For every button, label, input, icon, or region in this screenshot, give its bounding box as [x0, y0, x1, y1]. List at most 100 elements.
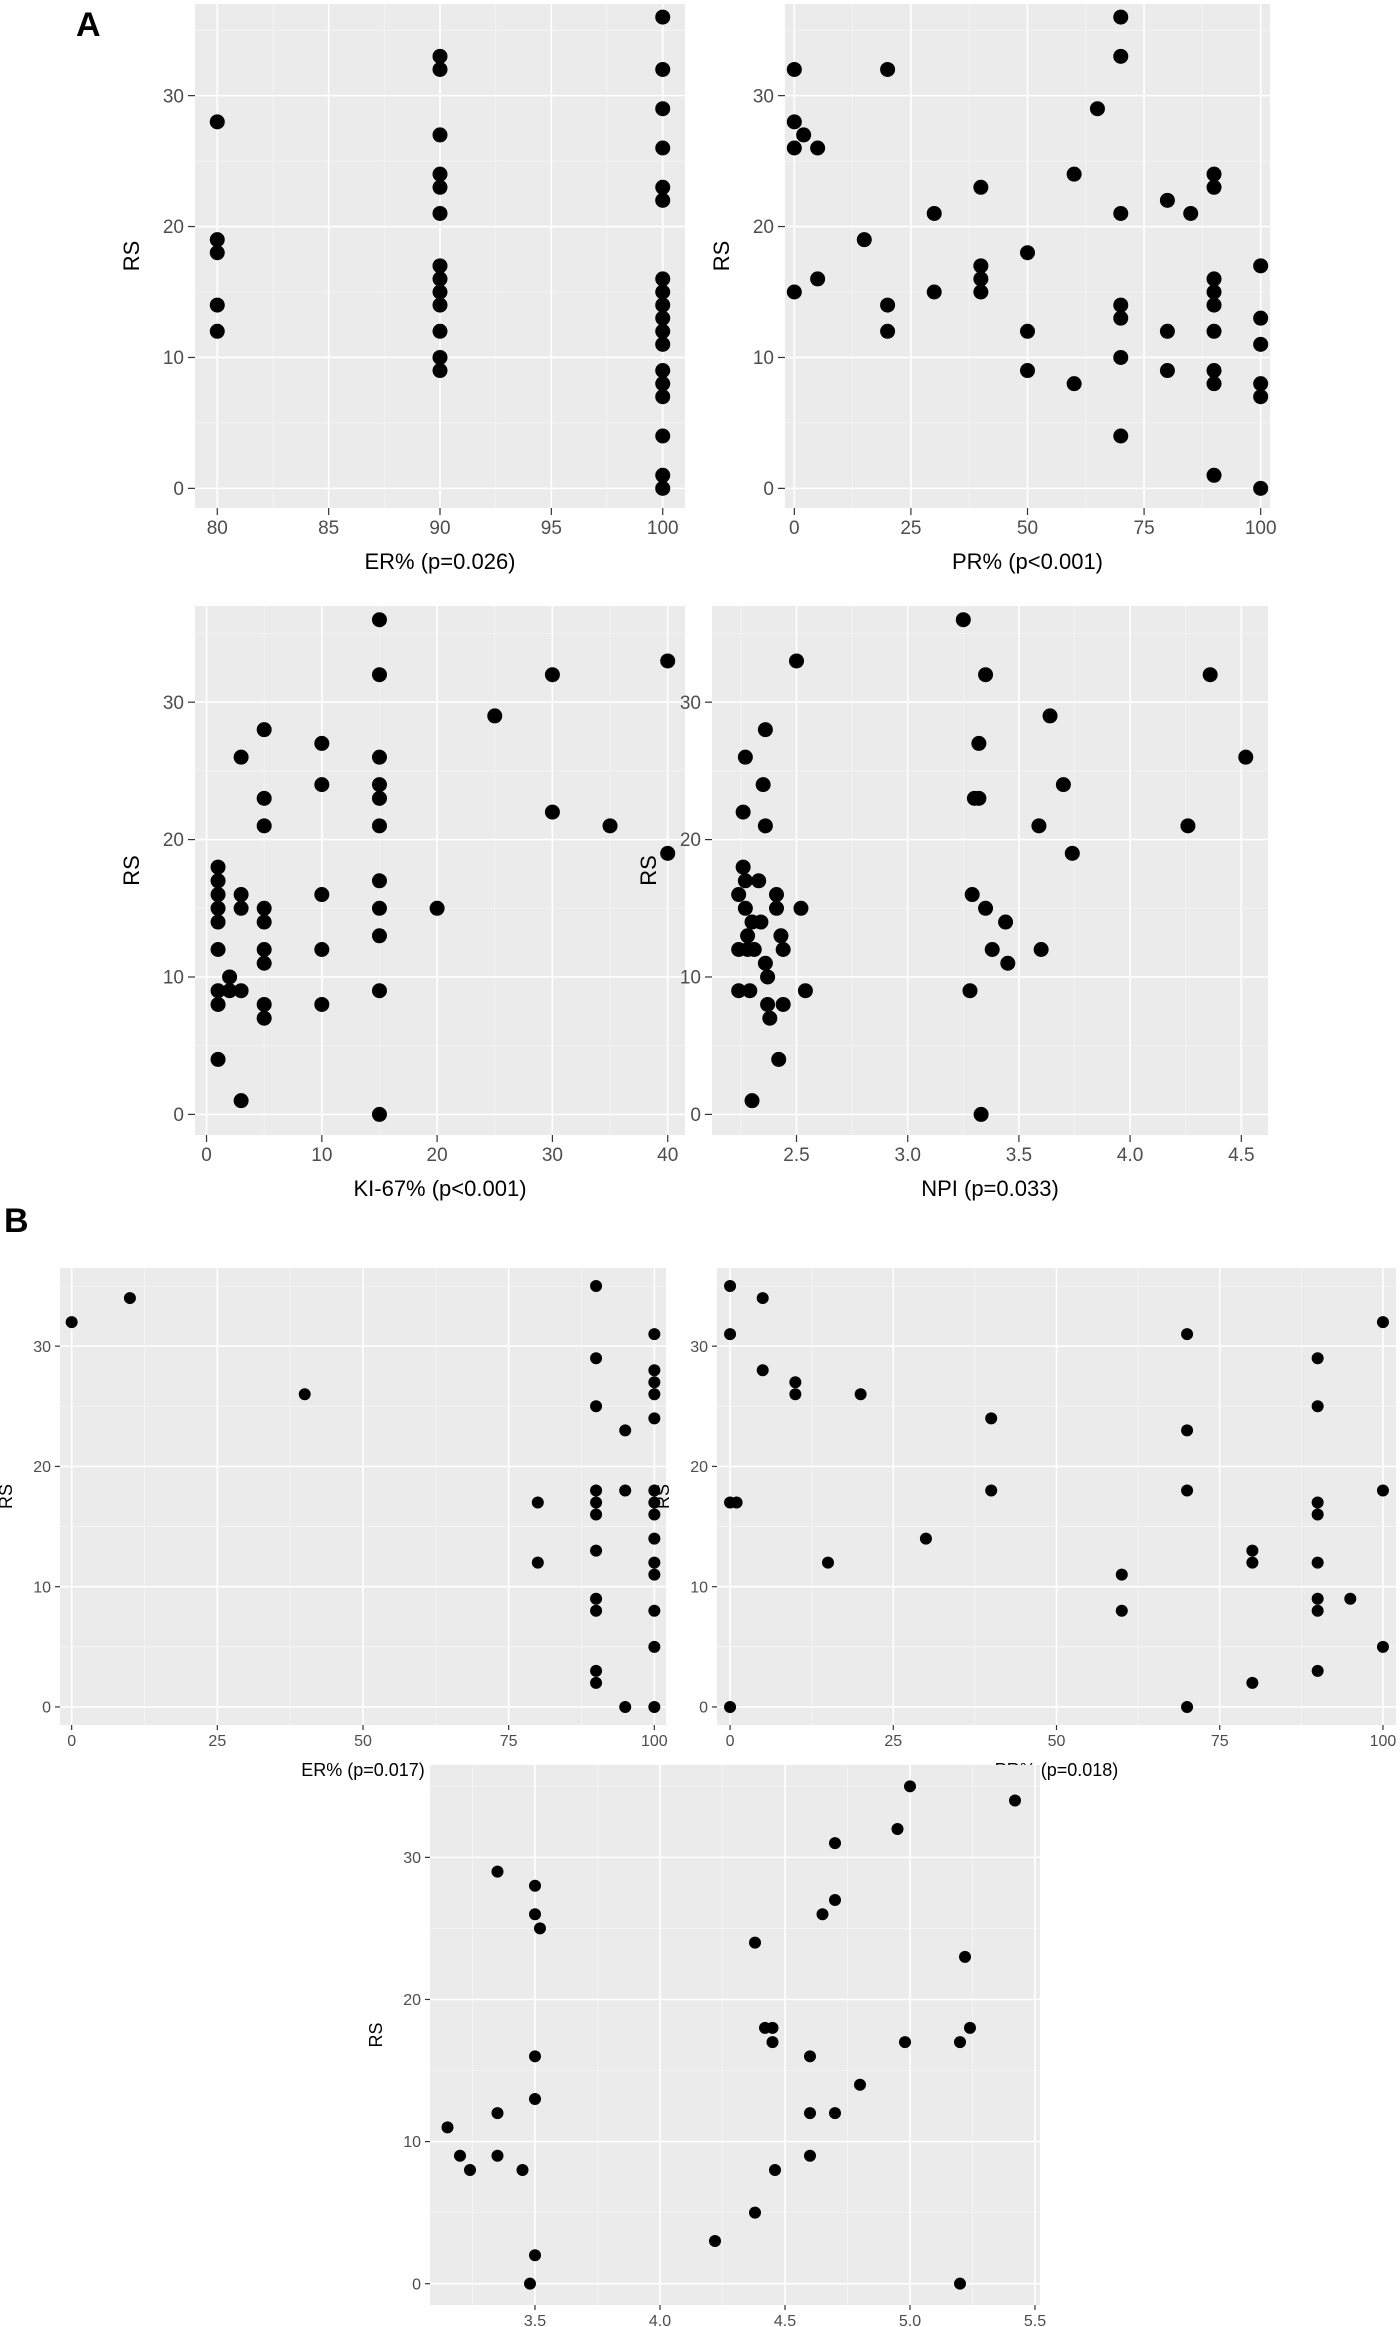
data-point: [1206, 323, 1222, 339]
data-point: [971, 790, 987, 806]
data-point: [209, 114, 225, 130]
data-point: [655, 192, 671, 208]
y-tick-label: 20: [403, 1992, 421, 2009]
data-point: [854, 2078, 866, 2091]
data-point: [762, 1010, 778, 1026]
data-point: [1115, 1568, 1128, 1581]
y-tick-label: 10: [690, 1579, 708, 1596]
data-point: [432, 258, 448, 274]
data-point: [786, 140, 802, 156]
y-tick-label: 0: [173, 1105, 184, 1126]
data-point: [233, 1093, 249, 1109]
data-point: [256, 955, 272, 971]
data-point: [590, 1352, 603, 1365]
data-point: [1253, 310, 1269, 326]
data-point: [1376, 1484, 1389, 1497]
data-point: [1009, 1794, 1021, 1807]
y-axis-label: RS: [366, 2022, 386, 2047]
data-point: [590, 1676, 603, 1689]
data-point: [709, 2235, 721, 2248]
data-point: [880, 297, 896, 313]
data-point: [751, 873, 767, 889]
data-point: [730, 1496, 743, 1509]
data-point: [766, 2021, 779, 2034]
x-tick-label: 4.5: [774, 2313, 796, 2327]
data-point: [1311, 1496, 1324, 1509]
data-point: [1376, 1316, 1389, 1329]
data-point: [529, 1879, 541, 1892]
data-point: [829, 1837, 841, 1850]
data-point: [1064, 845, 1080, 861]
data-point: [766, 2036, 779, 2049]
data-point: [760, 996, 776, 1012]
data-point: [985, 1484, 998, 1497]
x-tick-label: 4.0: [649, 2313, 671, 2327]
data-point: [1238, 749, 1254, 765]
x-tick-label: 5.5: [1024, 2313, 1046, 2327]
data-point: [880, 61, 896, 77]
data-point: [371, 983, 387, 999]
x-tick-label: 75: [1211, 1733, 1229, 1750]
y-tick-label: 20: [33, 1459, 51, 1476]
data-point: [1181, 1700, 1194, 1713]
y-tick-label: 0: [699, 1700, 708, 1717]
x-tick-label: 75: [500, 1733, 518, 1750]
data-point: [529, 2050, 541, 2063]
data-point: [531, 1556, 544, 1569]
data-point: [655, 179, 671, 195]
data-point: [1000, 955, 1016, 971]
y-tick-label: 30: [680, 693, 701, 714]
data-point: [544, 804, 560, 820]
data-point: [757, 818, 773, 834]
data-point: [590, 1544, 603, 1557]
y-tick-label: 0: [42, 1700, 51, 1717]
data-point: [804, 2107, 816, 2120]
data-point: [314, 735, 330, 751]
data-point: [775, 942, 791, 958]
data-point: [590, 1664, 603, 1677]
data-point: [1311, 1508, 1324, 1521]
data-point: [796, 127, 812, 143]
data-point: [771, 1051, 787, 1067]
data-point: [590, 1280, 603, 1293]
data-point: [973, 271, 989, 287]
data-point: [590, 1400, 603, 1413]
data-point: [524, 2277, 536, 2290]
data-point: [1113, 205, 1129, 221]
panel-label-b: B: [4, 1202, 29, 1240]
data-point: [256, 900, 272, 916]
data-point: [648, 1388, 661, 1401]
data-point: [1181, 1328, 1194, 1341]
data-point: [1020, 245, 1035, 261]
data-point: [655, 140, 671, 156]
data-point: [464, 2164, 476, 2176]
x-axis-label: ER% (p=0.026): [364, 549, 515, 574]
data-point: [1311, 1556, 1324, 1569]
y-axis-label: RS: [653, 1484, 673, 1509]
data-point: [210, 859, 226, 875]
data-point: [619, 1484, 632, 1497]
data-point: [749, 1936, 761, 1949]
data-point: [491, 2107, 504, 2120]
data-point: [1311, 1400, 1324, 1413]
x-tick-label: 50: [354, 1733, 372, 1750]
data-point: [256, 942, 272, 958]
data-point: [210, 914, 226, 930]
data-point: [648, 1700, 661, 1713]
data-point: [1180, 818, 1196, 834]
x-tick-label: 95: [541, 518, 562, 539]
y-tick-label: 10: [680, 968, 701, 989]
data-point: [959, 1950, 971, 1963]
data-point: [797, 983, 813, 999]
data-point: [1159, 363, 1175, 379]
y-axis-label: RS: [709, 241, 734, 272]
data-point: [529, 2092, 541, 2105]
data-point: [619, 1424, 632, 1437]
data-point: [529, 2249, 541, 2262]
data-point: [432, 179, 448, 195]
data-point: [1159, 323, 1175, 339]
x-tick-label: 0: [67, 1733, 76, 1750]
